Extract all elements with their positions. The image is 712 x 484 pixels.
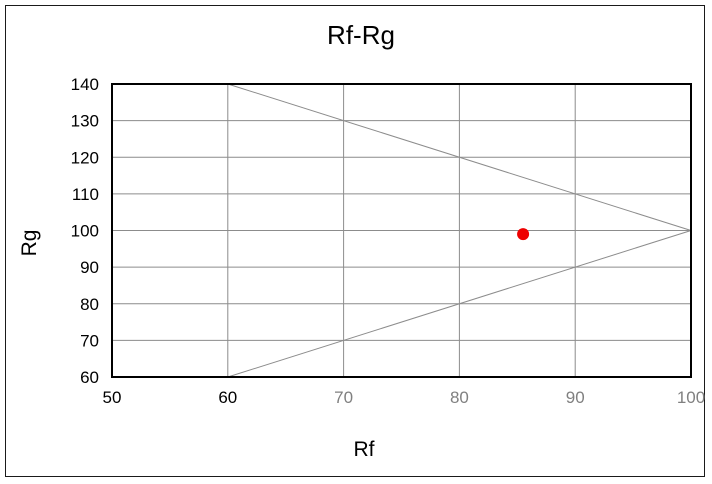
y-axis-label: Rg bbox=[18, 230, 41, 257]
y-tick-label-140: 140 bbox=[71, 75, 99, 94]
x-tick-label-60: 60 bbox=[218, 388, 237, 407]
x-tick-label-80: 80 bbox=[450, 388, 469, 407]
data-point-0-0 bbox=[517, 228, 530, 241]
y-tick-label-80: 80 bbox=[80, 295, 99, 314]
x-tick-label-50: 50 bbox=[103, 388, 122, 407]
data-points bbox=[517, 228, 530, 241]
x-axis-label: Rf bbox=[354, 438, 375, 461]
chart-title: Rf-Rg bbox=[327, 20, 395, 50]
y-tick-label-100: 100 bbox=[71, 222, 99, 241]
y-tick-label-70: 70 bbox=[80, 331, 99, 350]
plot-area-border bbox=[111, 83, 692, 378]
y-tick-label-120: 120 bbox=[71, 148, 99, 167]
boundary-line-1 bbox=[227, 83, 692, 231]
grid-lines bbox=[112, 84, 691, 377]
boundary-lines bbox=[227, 83, 692, 378]
x-tick-label-100: 100 bbox=[677, 388, 705, 407]
y-tick-label-110: 110 bbox=[72, 185, 99, 204]
y-tick-label-90: 90 bbox=[80, 258, 99, 277]
y-tick-label-130: 130 bbox=[71, 112, 99, 131]
x-tick-label-70: 70 bbox=[334, 388, 353, 407]
x-tick-label-90: 90 bbox=[566, 388, 585, 407]
y-tick-label-60: 60 bbox=[80, 368, 99, 387]
boundary-line-2 bbox=[227, 230, 692, 378]
